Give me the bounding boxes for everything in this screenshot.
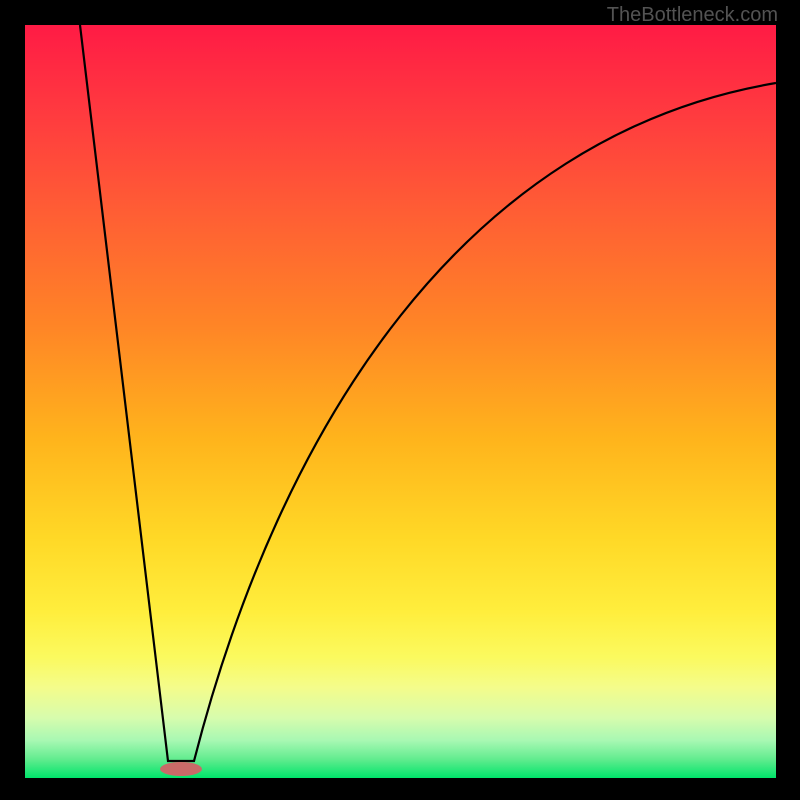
plot-background [25, 25, 776, 778]
optimum-marker [160, 762, 202, 776]
watermark-text: TheBottleneck.com [607, 4, 778, 27]
chart-svg [25, 25, 776, 778]
bottleneck-chart [25, 25, 776, 778]
